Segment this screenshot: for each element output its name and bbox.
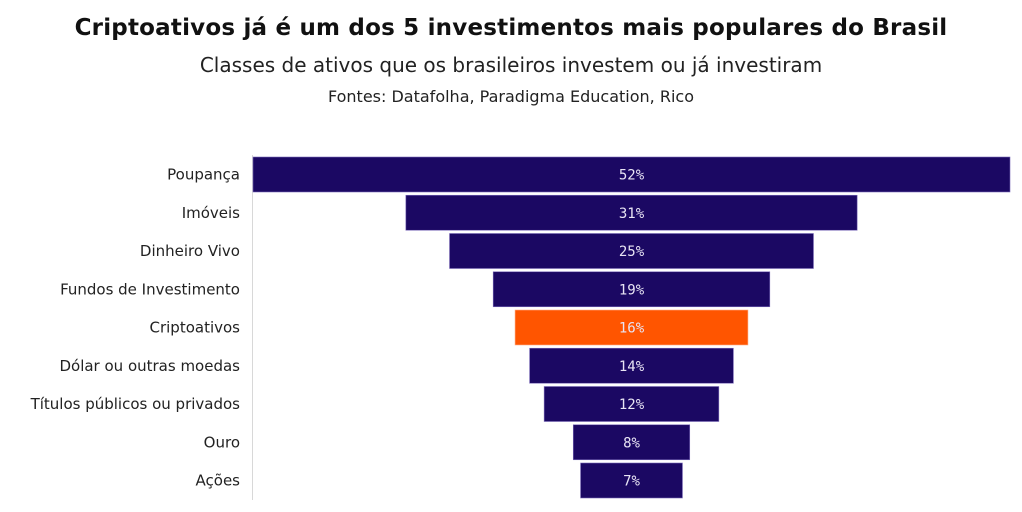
funnel-bar-8 (580, 462, 683, 499)
category-label-2: Dinheiro Vivo (140, 242, 240, 260)
category-label-3: Fundos de Investimento (60, 280, 240, 298)
value-label-2: 25% (619, 244, 645, 260)
category-label-6: Títulos públicos ou privados (30, 395, 241, 413)
category-label-5: Dólar ou outras moedas (59, 357, 240, 375)
funnel-bar-1 (405, 194, 858, 231)
category-label-0: Poupança (167, 166, 240, 184)
category-label-8: Ações (196, 472, 241, 490)
funnel-bar-7 (572, 424, 691, 461)
funnel-bar-6 (543, 386, 720, 422)
value-label-0: 52% (619, 168, 645, 184)
value-label-3: 19% (619, 282, 645, 298)
value-label-8: 7% (623, 474, 640, 490)
value-label-6: 12% (619, 397, 645, 413)
value-label-5: 14% (619, 359, 645, 375)
chart-subtitle: Classes de ativos que os brasileiros inv… (199, 53, 823, 77)
category-label-1: Imóveis (182, 204, 240, 222)
chart-source: Fontes: Datafolha, Paradigma Education, … (327, 87, 694, 106)
funnel-bar-3 (492, 271, 771, 308)
chart-title: Criptoativos já é um dos 5 investimentos… (74, 15, 948, 41)
category-label-7: Ouro (204, 433, 240, 451)
value-label-7: 8% (623, 435, 640, 451)
funnel-bar-2 (449, 233, 814, 269)
funnel-bar-5 (529, 347, 734, 384)
funnel-bar-0 (252, 156, 1011, 193)
funnel-bar-4 (514, 309, 749, 346)
value-label-4: 16% (619, 321, 645, 337)
category-label-4: Criptoativos (150, 319, 241, 337)
value-label-1: 31% (619, 206, 645, 222)
